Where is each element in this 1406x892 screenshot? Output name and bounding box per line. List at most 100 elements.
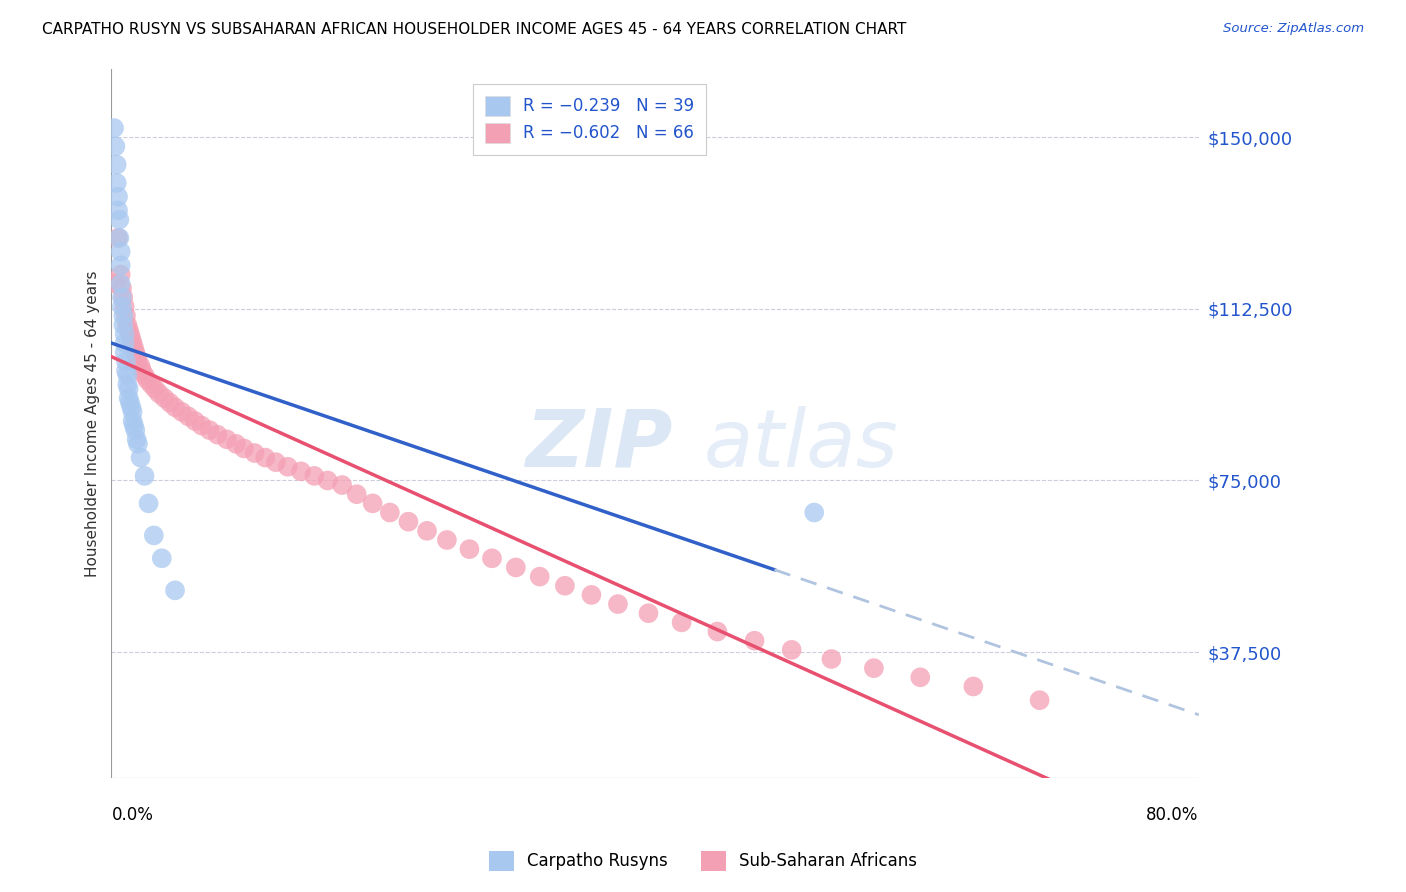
Point	[529, 569, 551, 583]
Point	[131, 363, 153, 377]
Point	[744, 633, 766, 648]
Point	[153, 391, 176, 405]
Point	[138, 496, 160, 510]
Point	[111, 300, 134, 314]
Point	[124, 423, 146, 437]
Point	[104, 277, 127, 291]
Point	[863, 661, 886, 675]
Text: 0.0%: 0.0%	[111, 806, 153, 824]
Point	[112, 318, 135, 332]
Point	[110, 277, 132, 291]
Point	[396, 515, 419, 529]
Point	[233, 442, 256, 456]
Point	[125, 432, 148, 446]
Point	[124, 345, 146, 359]
Point	[316, 474, 339, 488]
Text: ZIP: ZIP	[524, 406, 672, 483]
Text: CARPATHO RUSYN VS SUBSAHARAN AFRICAN HOUSEHOLDER INCOME AGES 45 - 64 YEARS CORRE: CARPATHO RUSYN VS SUBSAHARAN AFRICAN HOU…	[42, 22, 907, 37]
Point	[120, 401, 142, 415]
Point	[148, 386, 170, 401]
Point	[108, 212, 131, 227]
Point	[108, 231, 131, 245]
Point	[143, 382, 166, 396]
Point	[177, 409, 200, 424]
Point	[127, 437, 149, 451]
Point	[416, 524, 439, 538]
Point	[129, 359, 152, 373]
Point	[330, 478, 353, 492]
Point	[481, 551, 503, 566]
Point	[554, 579, 576, 593]
Point	[458, 542, 481, 557]
Point	[125, 350, 148, 364]
Point	[103, 121, 125, 136]
Point	[361, 496, 384, 510]
Point	[290, 464, 312, 478]
Point	[104, 139, 127, 153]
Point	[215, 432, 238, 446]
Legend: R = −0.239   N = 39, R = −0.602   N = 66: R = −0.239 N = 39, R = −0.602 N = 66	[474, 84, 706, 154]
Point	[107, 203, 129, 218]
Point	[142, 528, 165, 542]
Point	[121, 405, 143, 419]
Point	[1028, 693, 1050, 707]
Text: Source: ZipAtlas.com: Source: ZipAtlas.com	[1223, 22, 1364, 36]
Point	[114, 326, 136, 341]
Point	[820, 652, 842, 666]
Point	[115, 363, 138, 377]
Point	[110, 268, 132, 282]
Text: 80.0%: 80.0%	[1146, 806, 1199, 824]
Point	[114, 336, 136, 351]
Point	[121, 336, 143, 351]
Point	[112, 309, 135, 323]
Point	[803, 506, 825, 520]
Point	[105, 158, 128, 172]
Point	[107, 231, 129, 245]
Point	[118, 322, 141, 336]
Y-axis label: Householder Income Ages 45 - 64 years: Householder Income Ages 45 - 64 years	[86, 270, 100, 576]
Point	[150, 551, 173, 566]
Point	[105, 176, 128, 190]
Point	[122, 341, 145, 355]
Point	[134, 469, 156, 483]
Point	[304, 469, 326, 483]
Legend: Carpatho Rusyns, Sub-Saharan Africans: Carpatho Rusyns, Sub-Saharan Africans	[481, 842, 925, 880]
Point	[141, 377, 163, 392]
Point	[277, 459, 299, 474]
Point	[111, 290, 134, 304]
Point	[165, 583, 187, 598]
Point	[962, 680, 984, 694]
Point	[436, 533, 458, 547]
Point	[378, 506, 401, 520]
Point	[607, 597, 630, 611]
Point	[127, 354, 149, 368]
Point	[264, 455, 287, 469]
Point	[111, 281, 134, 295]
Point	[114, 345, 136, 359]
Point	[121, 414, 143, 428]
Point	[190, 418, 212, 433]
Point	[118, 391, 141, 405]
Text: atlas: atlas	[704, 406, 898, 483]
Point	[118, 326, 141, 341]
Point	[117, 318, 139, 332]
Point	[706, 624, 728, 639]
Point	[112, 290, 135, 304]
Point	[225, 437, 247, 451]
Point	[134, 368, 156, 383]
Point	[910, 670, 932, 684]
Point	[170, 405, 193, 419]
Point	[129, 450, 152, 465]
Point	[159, 395, 181, 409]
Point	[165, 401, 187, 415]
Point	[114, 300, 136, 314]
Point	[120, 332, 142, 346]
Point	[115, 309, 138, 323]
Point	[207, 427, 229, 442]
Point	[118, 395, 141, 409]
Point	[637, 606, 659, 620]
Point	[671, 615, 693, 630]
Point	[581, 588, 603, 602]
Point	[110, 244, 132, 259]
Point	[136, 373, 159, 387]
